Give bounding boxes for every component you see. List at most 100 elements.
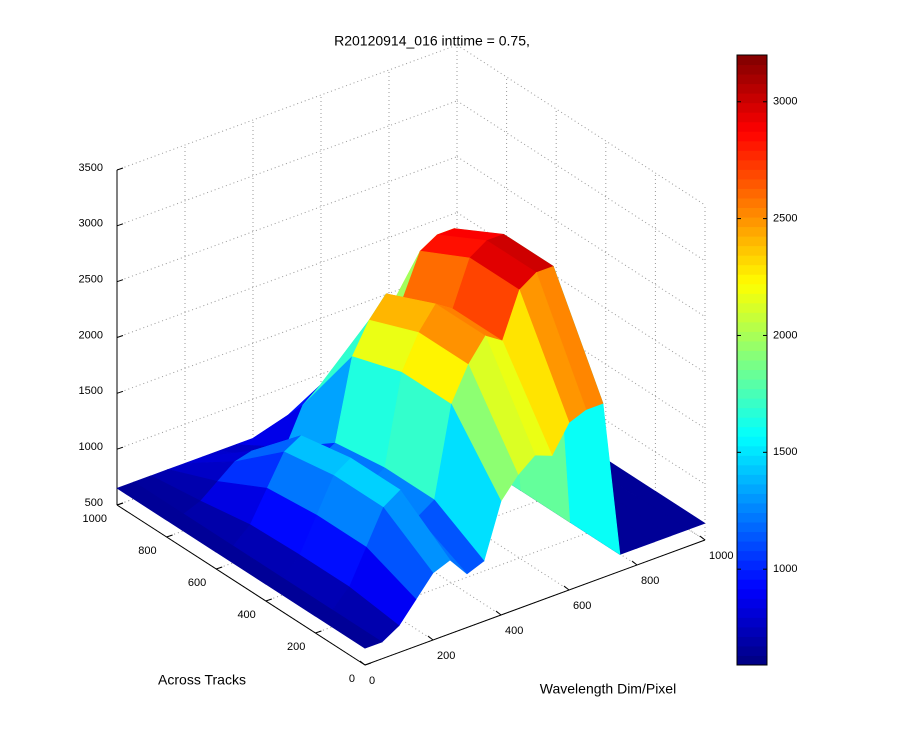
colorbar-swatch <box>737 331 767 342</box>
colorbar-swatch <box>737 245 767 256</box>
x-tick-label: 0 <box>369 675 375 687</box>
colorbar-swatch <box>737 150 767 161</box>
colorbar-swatch <box>737 264 767 275</box>
grid-line <box>116 323 458 450</box>
x-tick-label: 200 <box>437 650 455 662</box>
colorbar-swatch <box>737 274 767 285</box>
colorbar-swatch <box>737 302 767 313</box>
colorbar-frame <box>736 54 768 666</box>
x-tick <box>563 585 570 591</box>
x-tick <box>359 660 366 666</box>
colorbar-swatch <box>737 417 767 428</box>
z-tick-label: 2500 <box>79 274 103 286</box>
colorbar-swatch <box>737 102 767 113</box>
y-tick-label: 400 <box>237 609 255 621</box>
z-tick-label: 2000 <box>79 329 103 341</box>
colorbar-swatch <box>737 64 767 75</box>
colorbar-swatch <box>737 255 767 266</box>
y-tick-label: 1000 <box>83 513 107 525</box>
colorbar-swatch <box>737 398 767 409</box>
colorbar-swatch <box>737 388 767 399</box>
z-tick-label: 3500 <box>79 162 103 174</box>
grid-line <box>116 100 458 227</box>
y-tick-label: 600 <box>188 577 206 589</box>
grid-line <box>116 212 458 338</box>
colorbar-tick-label: 2000 <box>773 329 797 341</box>
colorbar-swatch <box>737 379 767 390</box>
z-tick-label: 3000 <box>79 218 103 230</box>
colorbar-tick-label: 3000 <box>773 96 797 108</box>
z-tick-label: 500 <box>85 497 103 509</box>
colorbar-swatch <box>737 569 767 580</box>
colorbar-swatch <box>737 636 767 647</box>
y-tick-label: 200 <box>287 641 305 653</box>
colorbar-swatch <box>737 131 767 142</box>
z-tick-label: 1500 <box>79 385 103 397</box>
colorbar-swatch <box>737 483 767 494</box>
colorbar-swatch <box>737 464 767 475</box>
grid-line <box>116 44 458 171</box>
colorbar-tick-label: 1000 <box>773 563 797 575</box>
z-tick <box>116 390 124 394</box>
colorbar-swatch <box>737 436 767 447</box>
z-tick-label: 1000 <box>79 441 103 453</box>
colorbar-swatch <box>737 74 767 85</box>
colorbar-swatch <box>737 560 767 571</box>
grid-line <box>116 156 458 283</box>
z-tick <box>116 335 124 338</box>
colorbar-swatch <box>737 321 767 332</box>
y-tick <box>216 566 223 570</box>
colorbar-swatch <box>737 598 767 609</box>
y-tick-label: 0 <box>349 673 355 685</box>
colorbar-swatch <box>737 178 767 189</box>
colorbar-swatch <box>737 502 767 513</box>
x-tick-label: 1000 <box>709 550 733 562</box>
z-tick <box>116 167 124 171</box>
colorbar-swatch <box>737 83 767 94</box>
z-tick <box>116 446 124 450</box>
colorbar-swatch <box>737 550 767 561</box>
y-tick-label: 800 <box>138 545 156 557</box>
colorbar-swatch <box>737 293 767 304</box>
surface-patch <box>314 609 383 649</box>
y-tick <box>116 502 124 506</box>
colorbar-swatch <box>737 350 767 361</box>
colorbar-swatch <box>737 55 767 66</box>
colorbar-swatch <box>737 626 767 637</box>
colorbar-swatch <box>737 169 767 180</box>
x-tick-label: 400 <box>505 625 523 637</box>
colorbar-swatch <box>737 445 767 456</box>
x-tick <box>427 635 434 641</box>
colorbar-swatch <box>737 407 767 418</box>
colorbar-swatch <box>737 312 767 323</box>
colorbar-swatch <box>737 541 767 552</box>
colorbar-swatch <box>737 197 767 208</box>
colorbar-swatch <box>737 188 767 199</box>
x-tick <box>631 560 638 566</box>
x-tick-label: 800 <box>641 575 659 587</box>
z-tick <box>116 279 124 283</box>
grid-line <box>116 267 458 394</box>
colorbar-tick-label: 2500 <box>773 213 797 225</box>
x-tick <box>699 535 706 541</box>
colorbar-swatch <box>737 455 767 466</box>
colorbar-swatch <box>737 217 767 228</box>
colorbar-swatch <box>737 360 767 371</box>
y-axis-label: Across Tracks <box>158 672 246 688</box>
colorbar-swatch <box>737 207 767 218</box>
colorbar-swatch <box>737 493 767 504</box>
colorbar-swatch <box>737 226 767 237</box>
y-tick <box>265 598 272 602</box>
colorbar-swatch <box>737 512 767 523</box>
colorbar-swatch <box>737 112 767 123</box>
colorbar-swatch <box>737 531 767 542</box>
colorbar-swatch <box>737 474 767 485</box>
colorbar-swatch <box>737 579 767 590</box>
colorbar-tick-label: 1500 <box>773 446 797 458</box>
y-tick <box>364 662 372 666</box>
chart-title: R20120914_016 inttime = 0.75, <box>334 33 530 49</box>
colorbar-swatch <box>737 283 767 294</box>
colorbar-swatch <box>737 588 767 599</box>
x-axis-label: Wavelength Dim/Pixel <box>540 681 676 697</box>
